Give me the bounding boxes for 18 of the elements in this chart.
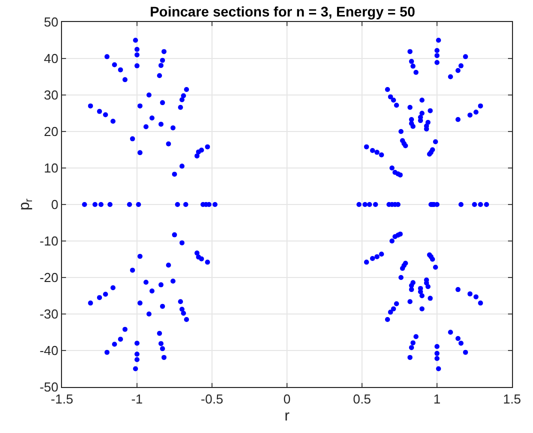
y-tick-label: 10 [44,160,58,176]
y-tick-label: 0 [51,197,58,212]
x-tick-label: -0.5 [200,392,224,407]
x-tick-label: 0 [283,392,291,407]
y-tick-label: 30 [44,88,58,103]
y-tick-label: -20 [40,270,58,286]
y-tick-label: 20 [44,124,58,140]
chart-title: Poincare sections for n = 3, Energy = 50 [150,3,416,20]
x-axis-title: r [284,408,290,425]
x-tick-label: -1 [131,392,143,407]
y-tick-label: -10 [40,234,58,249]
x-tick-label: 1 [433,392,441,407]
y-tick-label: -30 [40,306,58,322]
y-tick-label: 40 [44,51,58,66]
y-tick-label: -40 [40,343,58,358]
y-tick-label: 50 [44,14,58,30]
x-tick-label: 0.5 [352,392,372,407]
x-tick-label: 1.5 [502,392,522,407]
